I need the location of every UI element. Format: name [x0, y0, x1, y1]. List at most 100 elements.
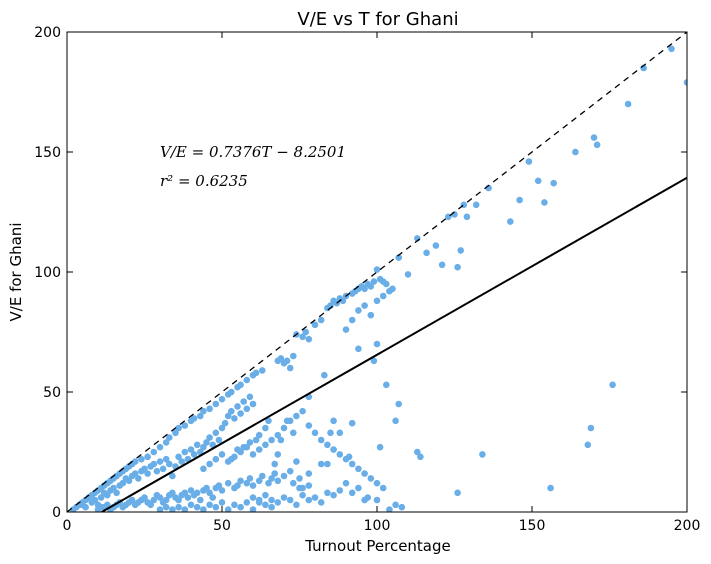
data-point-228: [302, 328, 310, 336]
data-point-146: [246, 475, 254, 482]
data-point-170: [218, 499, 226, 506]
data-point-202: [274, 431, 282, 439]
data-point-332: [342, 479, 350, 487]
data-point-59: [125, 477, 133, 485]
data-point-171: [224, 506, 232, 512]
data-point-175: [249, 506, 257, 512]
data-point-73: [169, 472, 176, 480]
data-point-156: [290, 479, 297, 487]
data-point-337: [386, 506, 393, 512]
data-point-300: [324, 460, 331, 468]
axis-ticks: 0 50 100 150 200 0 50 100 150 200: [34, 25, 700, 534]
data-point-225: [290, 352, 297, 360]
data-point-317: [240, 443, 247, 451]
data-point-88: [215, 436, 223, 444]
data-point-180: [280, 494, 288, 501]
data-point-155: [286, 467, 294, 475]
data-point-145: [243, 479, 251, 487]
data-point-323: [361, 302, 368, 309]
data-point-33: [200, 407, 207, 415]
data-point-141: [224, 479, 232, 487]
data-point-260: [454, 263, 461, 271]
data-point-128: [181, 489, 189, 497]
data-point-205: [293, 412, 300, 420]
data-point-252: [395, 254, 403, 261]
data-point-322: [355, 307, 362, 314]
x-tick-label-4: 200: [674, 518, 701, 534]
data-point-181: [286, 496, 294, 504]
data-point-216: [361, 470, 368, 477]
data-point-292: [370, 357, 378, 365]
data-point-41: [243, 376, 251, 384]
data-point-324: [367, 311, 375, 319]
data-point-284: [454, 489, 461, 497]
data-point-272: [572, 148, 579, 156]
data-point-267: [516, 196, 523, 204]
x-tick-label-0: 0: [63, 518, 72, 534]
data-point-68: [153, 467, 161, 475]
data-point-118: [150, 496, 158, 504]
x-tick-label-3: 150: [519, 518, 546, 534]
data-point-268: [525, 158, 533, 165]
data-point-250: [383, 280, 390, 288]
data-point-35: [212, 400, 220, 408]
data-point-185: [311, 494, 319, 501]
data-point-103: [104, 501, 111, 509]
data-point-83: [200, 443, 207, 451]
data-point-98: [246, 393, 254, 401]
data-point-71: [162, 455, 170, 463]
r-squared-annotation: r² = 0.6235: [160, 172, 248, 190]
data-point-50: [97, 494, 105, 501]
data-point-28: [175, 424, 182, 432]
data-point-211: [330, 446, 337, 453]
data-point-193: [218, 451, 226, 458]
data-point-301: [321, 371, 328, 379]
data-point-22: [144, 453, 151, 461]
data-point-111: [128, 496, 136, 504]
data-point-278: [683, 79, 687, 86]
data-point-173: [237, 503, 244, 511]
data-point-217: [367, 475, 375, 482]
data-point-177: [262, 501, 269, 509]
data-point-57: [119, 479, 127, 487]
data-point-161: [162, 503, 170, 511]
data-point-297: [336, 429, 344, 437]
data-point-117: [147, 501, 154, 509]
data-point-308: [283, 417, 291, 425]
data-point-167: [200, 506, 207, 512]
data-point-184: [305, 496, 313, 504]
data-point-328: [249, 494, 257, 501]
data-point-192: [212, 455, 220, 463]
data-point-219: [379, 484, 387, 492]
data-point-97: [243, 405, 251, 413]
data-point-285: [417, 453, 424, 461]
data-point-55: [113, 489, 120, 497]
data-point-331: [268, 496, 275, 504]
data-points: [69, 45, 687, 512]
data-point-129: [184, 494, 192, 501]
data-point-283: [479, 451, 486, 458]
data-point-224: [286, 364, 294, 372]
data-point-72: [166, 460, 173, 468]
data-point-179: [274, 499, 282, 506]
data-point-206: [299, 407, 306, 415]
data-point-271: [550, 179, 557, 187]
data-point-227: [299, 333, 306, 341]
data-point-140: [218, 487, 226, 494]
data-point-255: [423, 249, 430, 257]
data-point-115: [141, 494, 148, 501]
data-point-327: [386, 287, 393, 295]
data-point-186: [317, 499, 325, 506]
data-point-198: [249, 451, 257, 458]
data-point-152: [271, 470, 279, 477]
data-point-80: [190, 451, 198, 458]
data-point-135: [203, 484, 210, 492]
data-point-157: [296, 475, 303, 482]
data-point-306: [293, 458, 300, 465]
data-point-44: [259, 367, 266, 374]
data-point-263: [463, 213, 471, 221]
y-tick-label-2: 100: [34, 265, 61, 281]
y-tick-label-3: 150: [34, 145, 61, 161]
data-point-93: [231, 415, 238, 422]
